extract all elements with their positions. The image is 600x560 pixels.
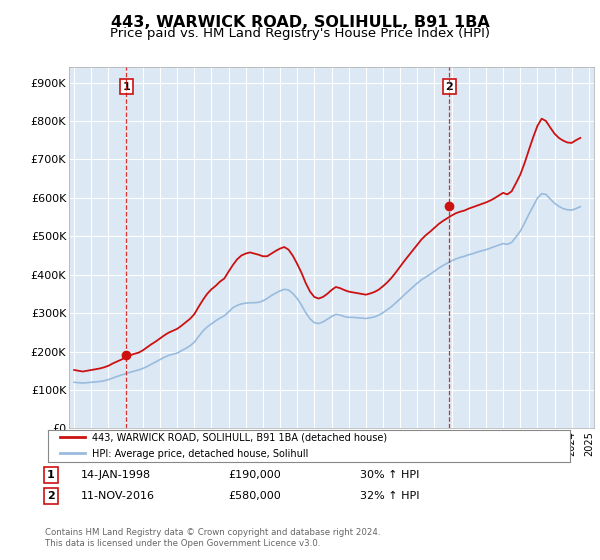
Legend: 443, WARWICK ROAD, SOLIHULL, B91 1BA (detached house), HPI: Average price, detac: 443, WARWICK ROAD, SOLIHULL, B91 1BA (de… (55, 428, 392, 464)
Text: Price paid vs. HM Land Registry's House Price Index (HPI): Price paid vs. HM Land Registry's House … (110, 27, 490, 40)
Text: 2: 2 (445, 82, 453, 92)
Text: Contains HM Land Registry data © Crown copyright and database right 2024.
This d: Contains HM Land Registry data © Crown c… (45, 528, 380, 548)
Text: 2: 2 (47, 491, 55, 501)
Text: 32% ↑ HPI: 32% ↑ HPI (360, 491, 419, 501)
Text: 14-JAN-1998: 14-JAN-1998 (81, 470, 151, 480)
Text: 1: 1 (47, 470, 55, 480)
Text: £580,000: £580,000 (228, 491, 281, 501)
Text: 30% ↑ HPI: 30% ↑ HPI (360, 470, 419, 480)
Text: £190,000: £190,000 (228, 470, 281, 480)
Text: 11-NOV-2016: 11-NOV-2016 (81, 491, 155, 501)
Text: 1: 1 (122, 82, 130, 92)
Text: 443, WARWICK ROAD, SOLIHULL, B91 1BA: 443, WARWICK ROAD, SOLIHULL, B91 1BA (110, 15, 490, 30)
